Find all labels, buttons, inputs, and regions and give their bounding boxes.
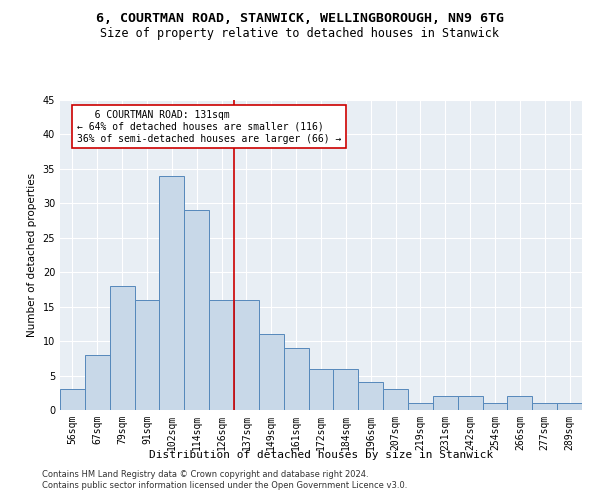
Text: 6, COURTMAN ROAD, STANWICK, WELLINGBOROUGH, NN9 6TG: 6, COURTMAN ROAD, STANWICK, WELLINGBOROU… <box>96 12 504 26</box>
Bar <box>284 348 308 410</box>
Y-axis label: Number of detached properties: Number of detached properties <box>27 173 37 337</box>
Bar <box>160 176 184 410</box>
Bar <box>259 334 284 410</box>
Bar <box>433 396 458 410</box>
Bar <box>110 286 134 410</box>
Text: Size of property relative to detached houses in Stanwick: Size of property relative to detached ho… <box>101 28 499 40</box>
Bar <box>358 382 383 410</box>
Text: Distribution of detached houses by size in Stanwick: Distribution of detached houses by size … <box>149 450 493 460</box>
Bar <box>209 300 234 410</box>
Bar <box>532 403 557 410</box>
Text: Contains public sector information licensed under the Open Government Licence v3: Contains public sector information licen… <box>42 481 407 490</box>
Bar <box>60 390 85 410</box>
Bar <box>408 403 433 410</box>
Bar <box>383 390 408 410</box>
Bar <box>557 403 582 410</box>
Bar <box>184 210 209 410</box>
Text: Contains HM Land Registry data © Crown copyright and database right 2024.: Contains HM Land Registry data © Crown c… <box>42 470 368 479</box>
Bar <box>482 403 508 410</box>
Text: 6 COURTMAN ROAD: 131sqm
← 64% of detached houses are smaller (116)
36% of semi-d: 6 COURTMAN ROAD: 131sqm ← 64% of detache… <box>77 110 341 144</box>
Bar <box>234 300 259 410</box>
Bar <box>85 355 110 410</box>
Bar <box>308 368 334 410</box>
Bar <box>508 396 532 410</box>
Bar <box>458 396 482 410</box>
Bar <box>334 368 358 410</box>
Bar <box>134 300 160 410</box>
